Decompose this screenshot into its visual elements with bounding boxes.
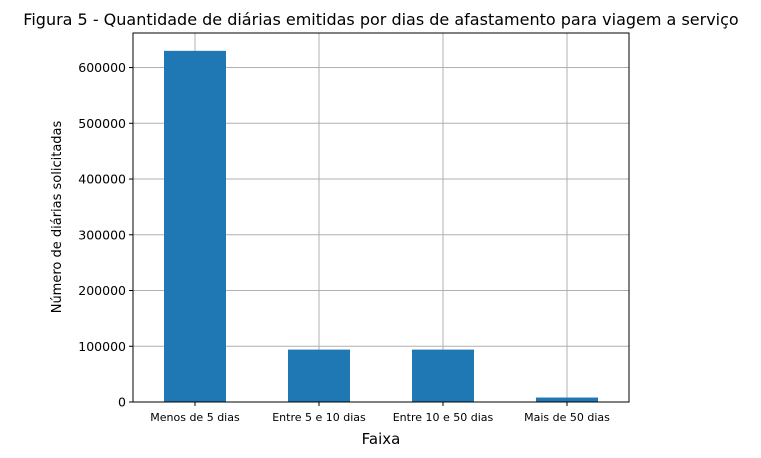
x-axis-ticks: Menos de 5 dias Entre 5 e 10 dias Entre 10…	[150, 402, 610, 424]
bar	[164, 50, 226, 403]
x-tick-label: Mais de 50 dias	[524, 411, 610, 424]
y-tick-label: 400000	[78, 172, 126, 187]
x-axis-label: Faixa	[362, 430, 401, 448]
y-axis-ticks: 0 100000 200000 300000 400000 500000 600000	[78, 60, 133, 410]
bar	[536, 397, 598, 402]
bar	[412, 349, 474, 402]
bars	[164, 50, 598, 403]
plot-frame	[132, 32, 630, 403]
bar	[288, 349, 350, 402]
y-tick-label: 0	[118, 395, 126, 410]
y-tick-label: 600000	[78, 60, 126, 75]
chart-title: Figura 5 - Quantidade de diárias emitida…	[23, 10, 738, 29]
y-tick-label: 200000	[78, 283, 126, 298]
x-tick-label: Entre 10 e 50 dias	[393, 411, 494, 424]
y-axis-label: Número de diárias solicitadas	[50, 120, 65, 313]
y-tick-label: 100000	[78, 339, 126, 354]
y-tick-label: 500000	[78, 116, 126, 131]
x-tick-label: Entre 5 e 10 dias	[272, 411, 366, 424]
y-tick-label: 300000	[78, 227, 126, 242]
x-tick-label: Menos de 5 dias	[150, 411, 240, 424]
